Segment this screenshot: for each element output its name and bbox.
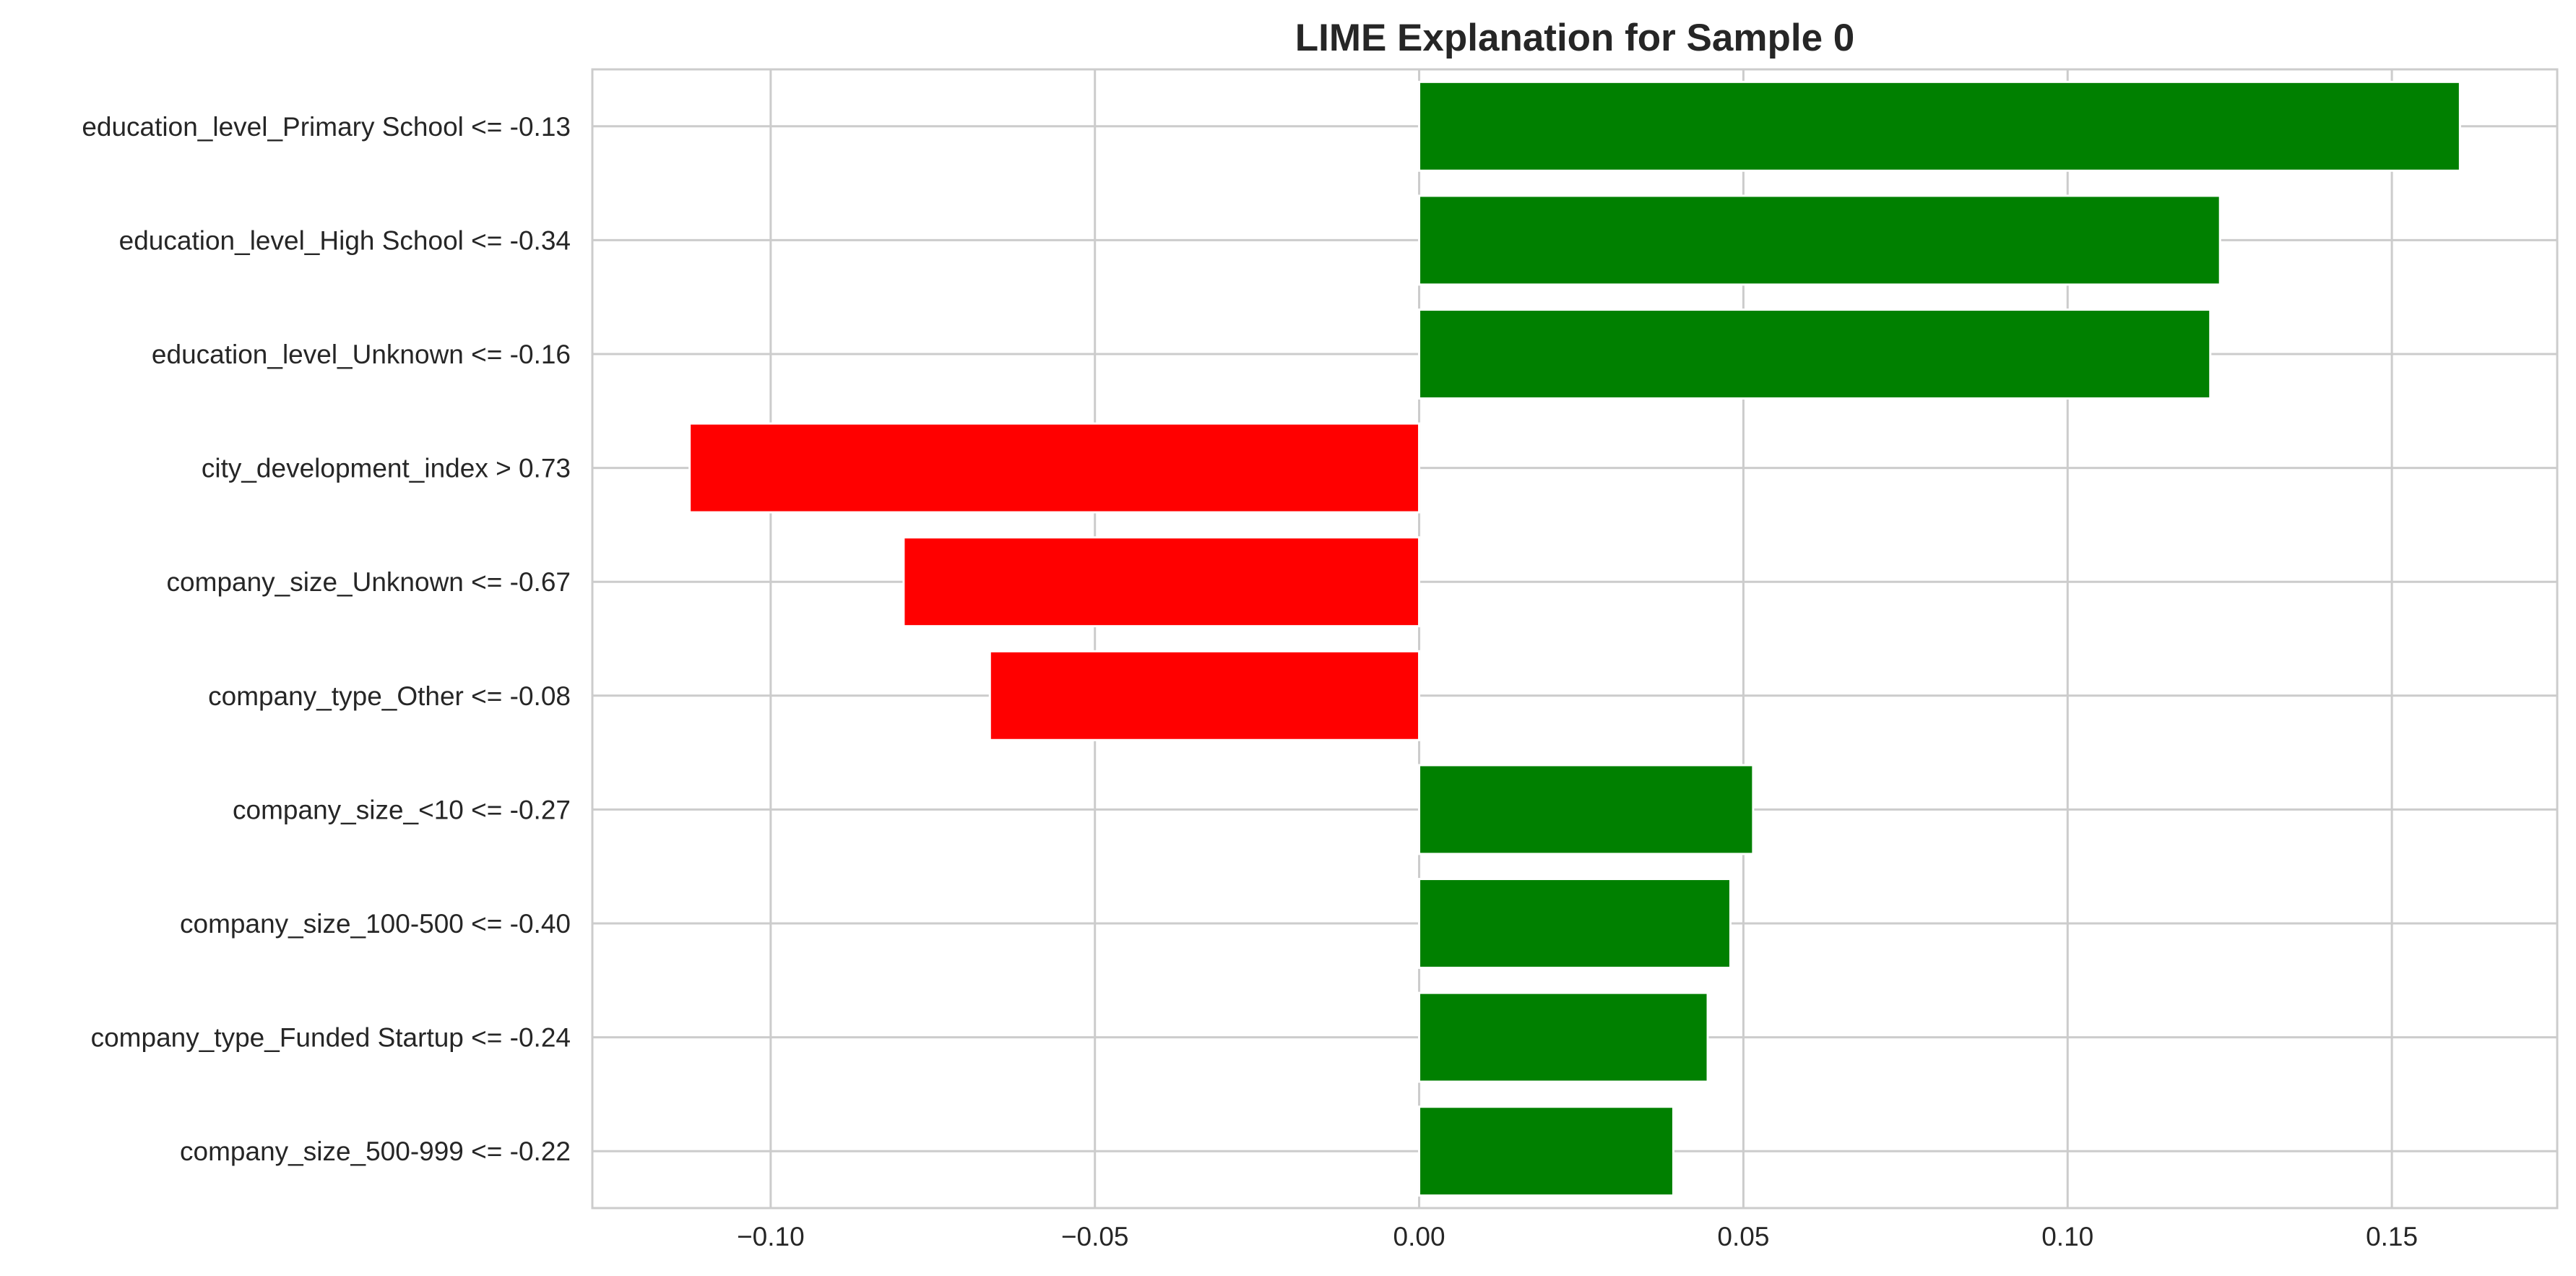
y-tick-label: company_type_Funded Startup <= -0.24 [91, 1023, 571, 1053]
x-tick-label: 0.10 [2041, 1222, 2093, 1251]
bar [1418, 991, 1709, 1083]
bar [1418, 878, 1732, 969]
bar [688, 422, 1421, 514]
bar [1418, 80, 2461, 172]
bar [988, 650, 1421, 741]
y-tick-label: education_level_Primary School <= -0.13 [82, 112, 571, 142]
chart-title: LIME Explanation for Sample 0 [1295, 17, 1855, 59]
y-tick-labels: education_level_Primary School <= -0.13 e… [82, 112, 571, 1166]
bar [1418, 764, 1755, 855]
x-tick-label: −0.10 [737, 1222, 805, 1251]
x-tick-label: 0.00 [1393, 1222, 1445, 1251]
y-tick-label: company_size_500-999 <= -0.22 [180, 1137, 571, 1166]
y-tick-label: company_type_Other <= -0.08 [208, 681, 571, 711]
x-tick-label: −0.05 [1061, 1222, 1129, 1251]
y-tick-label: education_level_Unknown <= -0.16 [152, 340, 571, 369]
bar [1418, 1105, 1674, 1197]
bar [1418, 309, 2212, 400]
y-tick-label: company_size_Unknown <= -0.67 [167, 567, 571, 597]
y-tick-label: city_development_index > 0.73 [202, 454, 571, 483]
x-tick-labels: −0.10 −0.05 0.00 0.05 0.10 0.15 [737, 1222, 2418, 1251]
bar [902, 536, 1421, 628]
x-tick-label: 0.05 [1717, 1222, 1769, 1251]
y-tick-label: company_size_<10 <= -0.27 [233, 795, 571, 824]
y-tick-label: company_size_100-500 <= -0.40 [180, 909, 571, 939]
bar [1418, 194, 2221, 286]
plot-frame [591, 68, 2559, 1210]
y-tick-label: education_level_High School <= -0.34 [119, 225, 571, 255]
bars-layer [688, 80, 2461, 1197]
x-tick-label: 0.15 [2366, 1222, 2418, 1251]
